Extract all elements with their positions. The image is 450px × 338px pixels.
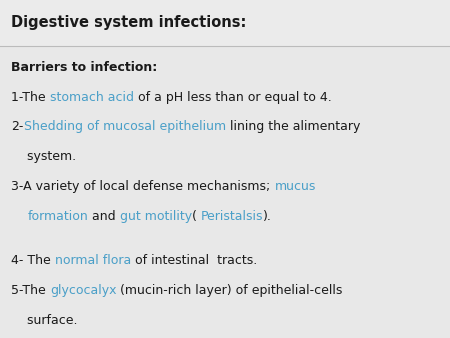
Text: stomach acid: stomach acid	[50, 91, 134, 103]
Text: gut motility: gut motility	[120, 210, 192, 222]
Text: of intestinal  tracts.: of intestinal tracts.	[131, 254, 257, 267]
Text: system.: system.	[11, 150, 77, 163]
Text: 4- The: 4- The	[11, 254, 55, 267]
Text: mucus: mucus	[274, 180, 316, 193]
Text: 1-The: 1-The	[11, 91, 50, 103]
Text: Digestive system infections:: Digestive system infections:	[11, 15, 247, 30]
Text: of a pH less than or equal to 4.: of a pH less than or equal to 4.	[134, 91, 332, 103]
Bar	[0, 0, 450, 46]
Text: (: (	[192, 210, 201, 222]
Text: surface.: surface.	[11, 314, 78, 327]
Text: 3-A variety of local defense mechanisms;: 3-A variety of local defense mechanisms;	[11, 180, 274, 193]
Text: normal flora: normal flora	[55, 254, 131, 267]
Text: ).: ).	[263, 210, 272, 222]
Text: lining the alimentary: lining the alimentary	[226, 120, 360, 133]
Text: Peristalsis: Peristalsis	[201, 210, 263, 222]
Text: (mucin-rich layer) of epithelial-cells: (mucin-rich layer) of epithelial-cells	[117, 284, 343, 297]
Text: glycocalyx: glycocalyx	[50, 284, 117, 297]
Text: 2-: 2-	[11, 120, 23, 133]
Text: Barriers to infection:: Barriers to infection:	[11, 61, 157, 74]
Text: and: and	[88, 210, 120, 222]
Text: Shedding of mucosal epithelium: Shedding of mucosal epithelium	[24, 120, 226, 133]
Text: formation: formation	[27, 210, 88, 222]
Text: 5-The: 5-The	[11, 284, 50, 297]
